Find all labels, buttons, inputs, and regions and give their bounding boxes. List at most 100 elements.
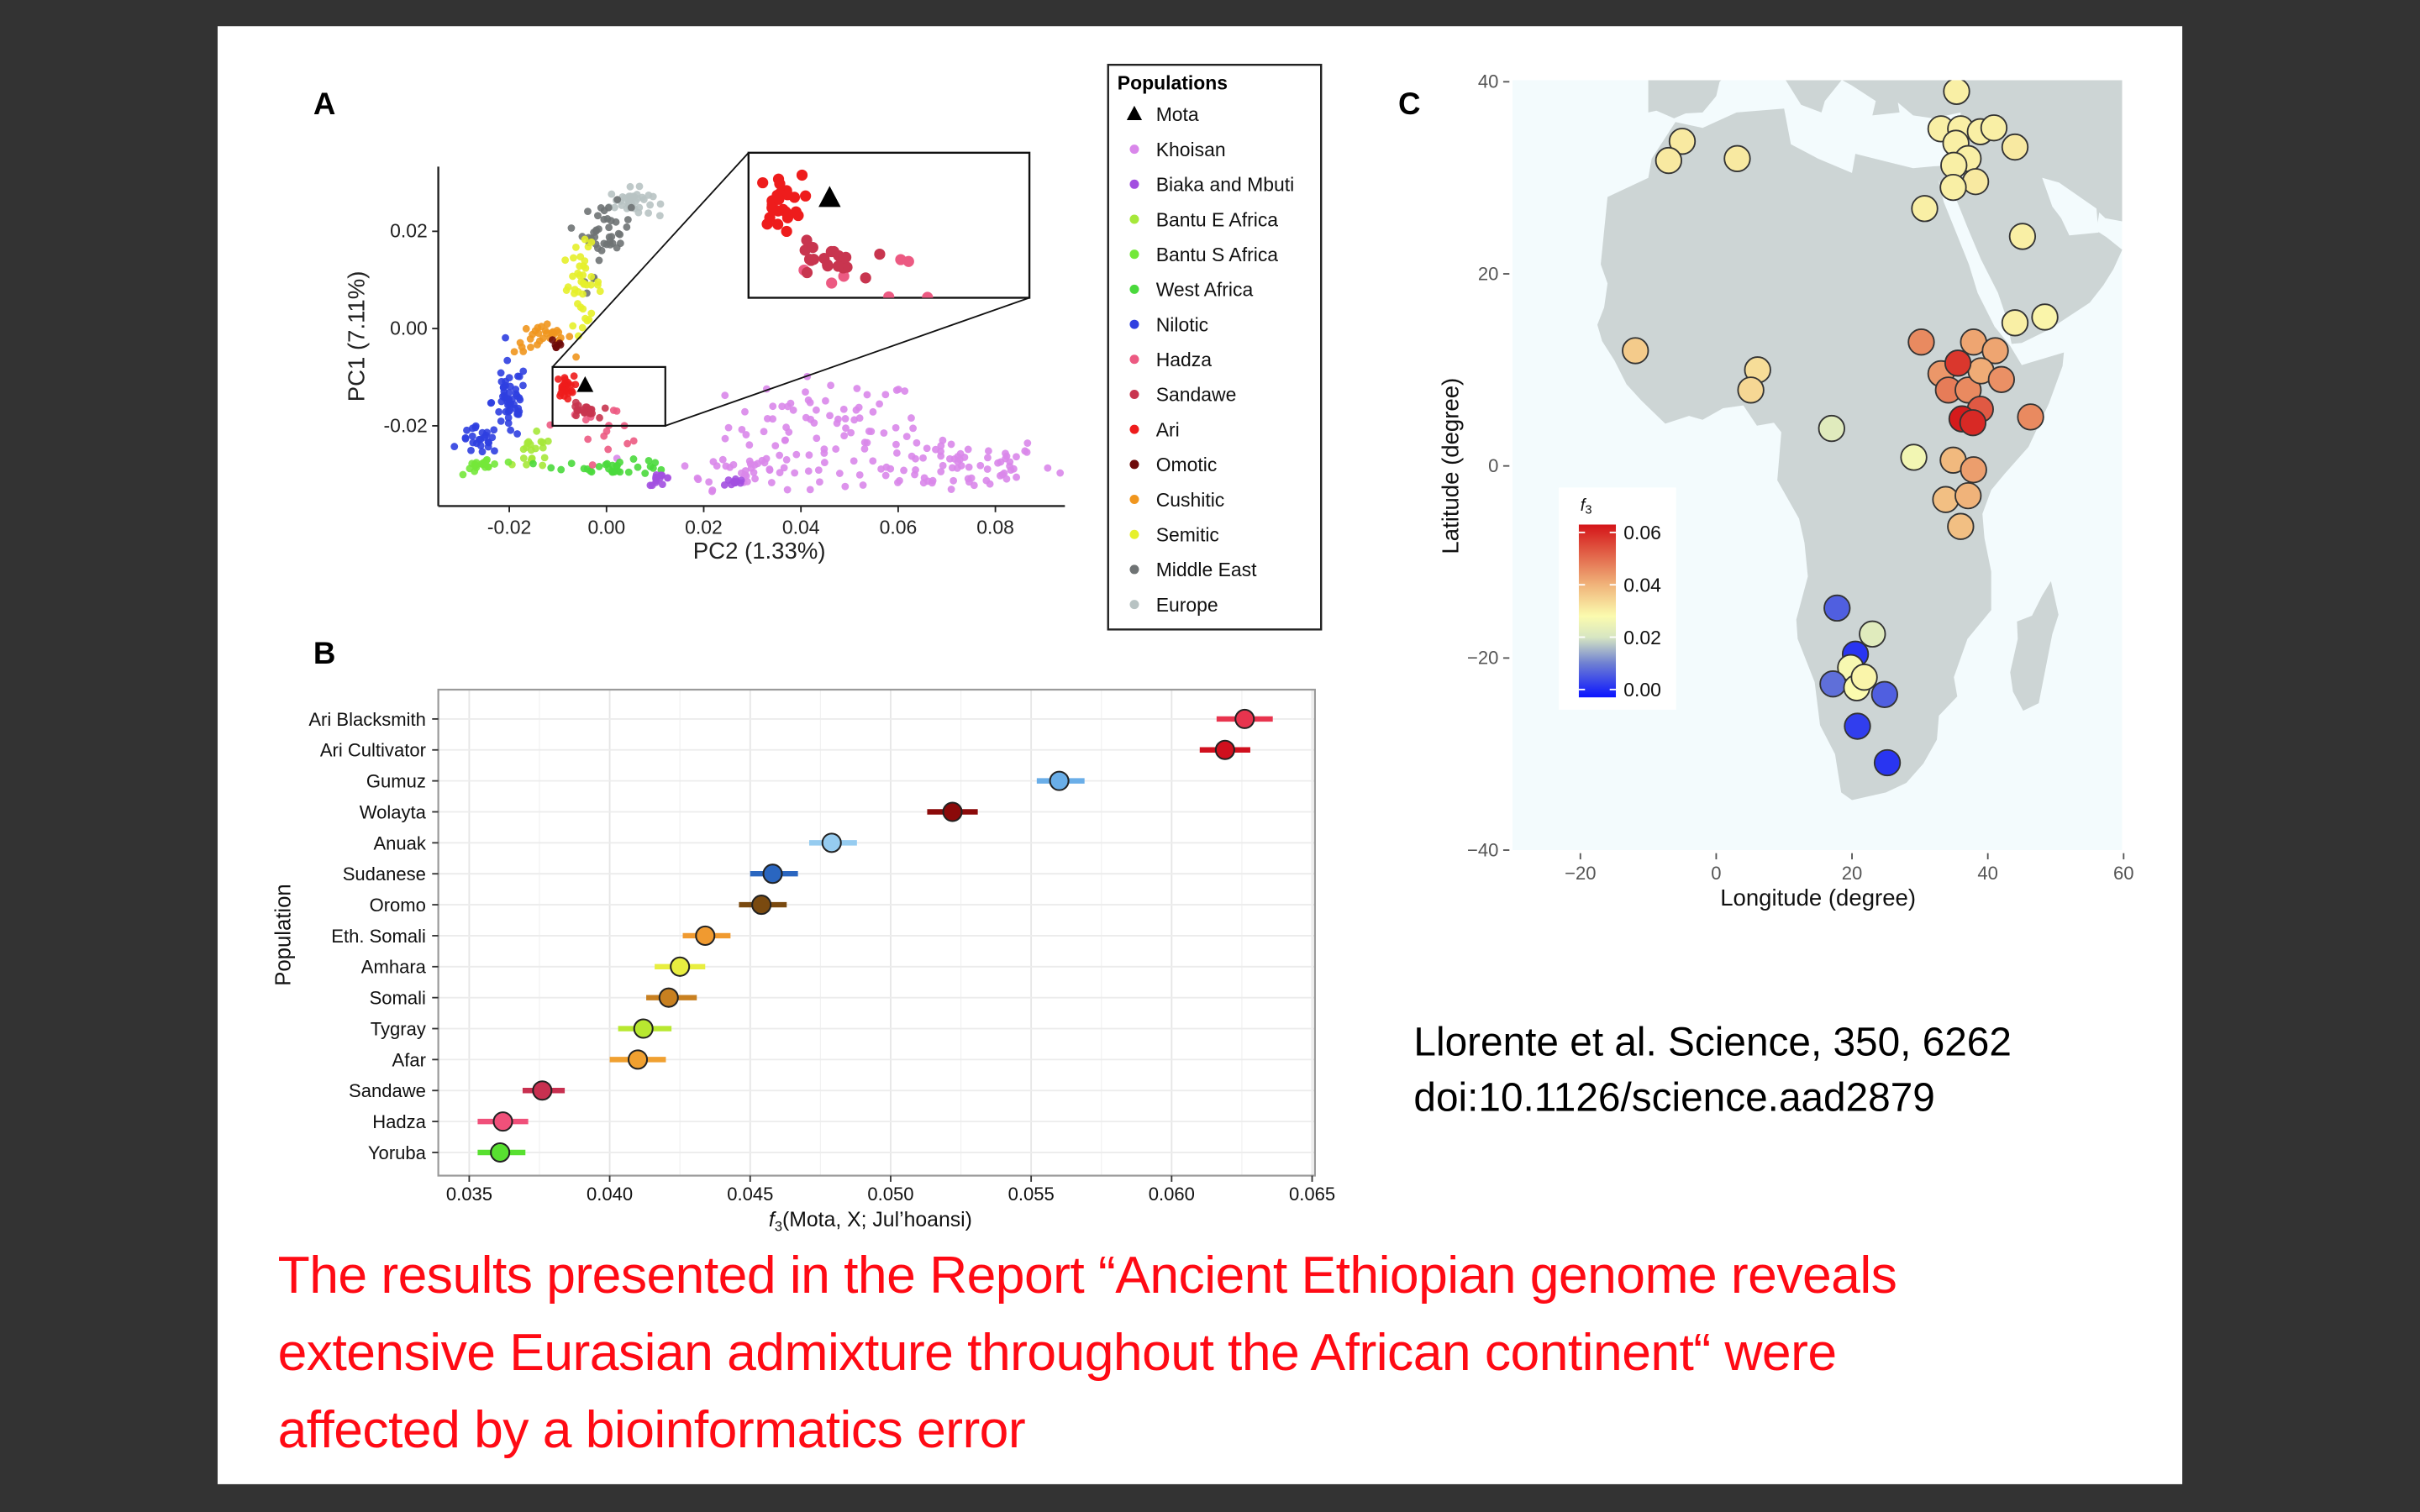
pca-point xyxy=(571,289,578,297)
pca-point xyxy=(608,190,616,198)
pca-point xyxy=(841,415,850,423)
pca-point xyxy=(601,404,609,412)
citation-doi: doi:10.1126/science.aad2879 xyxy=(1413,1074,1935,1121)
colorbar-gradient xyxy=(1578,524,1617,698)
pca-y-tick-label: 0.02 xyxy=(390,220,428,242)
pca-point xyxy=(1013,473,1021,481)
pca-point xyxy=(595,256,603,265)
pca-point xyxy=(469,438,477,447)
pca-point xyxy=(471,467,479,475)
pca-point xyxy=(574,332,582,340)
pca-point xyxy=(504,458,513,466)
pca-point xyxy=(909,424,917,433)
circle-marker-icon xyxy=(1129,600,1139,610)
pca-point xyxy=(587,272,596,281)
pca-point xyxy=(708,487,716,496)
pca-x-tick-label: 0.04 xyxy=(782,516,820,538)
population-sample-point xyxy=(1911,195,1939,223)
pca-point xyxy=(634,463,642,471)
pca-point xyxy=(656,200,665,208)
pca-point xyxy=(482,457,490,465)
pca-point xyxy=(557,465,566,474)
pca-point xyxy=(781,436,789,444)
x-tick-label: 0.050 xyxy=(867,1184,913,1205)
pca-point xyxy=(826,412,834,420)
pca-point xyxy=(745,457,754,465)
pca-point xyxy=(644,191,653,199)
pca-inset xyxy=(737,151,1031,301)
population-sample-point xyxy=(1961,168,1990,196)
inset-point xyxy=(737,290,748,301)
pca-point xyxy=(635,182,644,191)
pca-point xyxy=(581,235,589,244)
pca-point xyxy=(504,419,513,428)
pca-point xyxy=(894,479,902,486)
pca-point xyxy=(1009,465,1018,473)
pca-point xyxy=(902,433,911,441)
population-sample-point xyxy=(1818,414,1845,443)
pca-point xyxy=(1021,447,1029,455)
f3-row: Gumuz xyxy=(366,771,1085,792)
pca-point xyxy=(605,233,613,241)
pca-point xyxy=(881,471,890,480)
pca-point xyxy=(506,382,514,391)
pca-point xyxy=(488,433,497,442)
pca-x-tick-label: -0.02 xyxy=(487,516,531,538)
pca-point xyxy=(564,395,572,403)
map-x-tick-label: 0 xyxy=(1711,863,1721,884)
pca-point xyxy=(860,444,869,453)
pca-point xyxy=(863,391,871,399)
pca-point xyxy=(976,461,985,470)
population-sample-point xyxy=(1932,486,1960,513)
population-sample-point xyxy=(1900,444,1928,471)
pca-y-tick-label: -0.02 xyxy=(383,414,427,436)
inset-point xyxy=(822,259,834,270)
legend-label: Mota xyxy=(1156,103,1199,125)
pca-y-label: PC1 (7.11%) xyxy=(343,271,369,402)
pca-point xyxy=(597,246,606,255)
pca-point xyxy=(561,256,570,265)
pca-point xyxy=(596,287,604,296)
map-y-tick-label: 20 xyxy=(1478,263,1499,284)
population-sample-point xyxy=(1960,456,1987,484)
pca-point xyxy=(614,229,623,238)
pca-point xyxy=(507,426,515,434)
f3-row: Oromo xyxy=(370,895,787,916)
pca-x-tick-label: 0.06 xyxy=(880,516,918,538)
population-label: Ari Blacksmith xyxy=(308,709,426,730)
circle-marker-icon xyxy=(1129,179,1139,189)
inset-point xyxy=(860,272,871,284)
pca-point xyxy=(929,476,937,485)
population-sample-point xyxy=(2001,309,2029,337)
pca-point xyxy=(519,445,528,454)
f3-point xyxy=(821,832,842,853)
pca-point xyxy=(964,445,972,454)
pca-point xyxy=(499,383,508,391)
pca-point xyxy=(832,445,840,453)
pca-point xyxy=(623,216,632,223)
map-points xyxy=(1622,80,2059,777)
pca-point xyxy=(567,459,576,468)
pca-point xyxy=(594,278,602,286)
inset-point xyxy=(838,270,850,282)
pca-x-tick-label: 0.00 xyxy=(587,516,625,538)
pca-point xyxy=(724,423,733,432)
pca-point xyxy=(605,223,613,232)
f3-point xyxy=(1049,770,1070,791)
pca-point xyxy=(789,406,797,414)
pca-point xyxy=(792,450,801,459)
legend-item-europe: Europe xyxy=(1129,594,1218,616)
plot-frame xyxy=(437,688,1316,1177)
pca-point xyxy=(745,441,754,449)
circle-marker-icon xyxy=(1129,319,1139,329)
pca-point xyxy=(478,428,487,437)
inset-point xyxy=(800,190,812,202)
pca-point xyxy=(590,228,597,237)
pca-point xyxy=(937,468,945,475)
colorbar-tick-label: 0.02 xyxy=(1623,627,1661,648)
pca-point xyxy=(947,440,955,449)
inset-point xyxy=(874,248,886,260)
pca-point xyxy=(484,443,492,451)
inset-point xyxy=(771,218,784,230)
